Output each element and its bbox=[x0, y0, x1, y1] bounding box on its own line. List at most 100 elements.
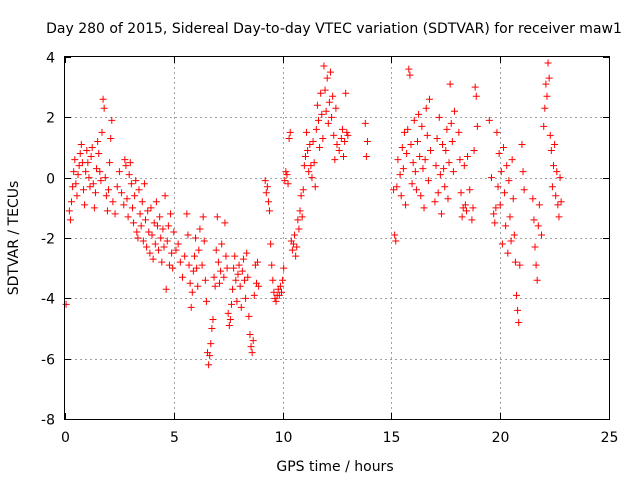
data-point bbox=[167, 210, 175, 218]
data-point bbox=[464, 153, 472, 161]
y-tick-label: 2 bbox=[46, 111, 55, 127]
data-point bbox=[289, 240, 297, 248]
data-point bbox=[404, 125, 412, 133]
data-point bbox=[421, 156, 429, 164]
data-point bbox=[146, 249, 154, 257]
data-point bbox=[391, 231, 399, 239]
data-point bbox=[217, 267, 225, 275]
data-point bbox=[86, 183, 94, 191]
data-point bbox=[150, 219, 158, 227]
data-point bbox=[510, 231, 518, 239]
data-point bbox=[432, 162, 440, 170]
data-point bbox=[405, 65, 413, 73]
data-point bbox=[460, 162, 468, 170]
data-point bbox=[503, 162, 511, 170]
data-point bbox=[270, 288, 278, 296]
data-point bbox=[249, 337, 257, 345]
data-point bbox=[186, 279, 194, 287]
data-point bbox=[87, 153, 95, 161]
data-point bbox=[311, 183, 319, 191]
data-point bbox=[198, 261, 206, 269]
data-point bbox=[101, 174, 109, 182]
data-point bbox=[278, 288, 286, 296]
data-point bbox=[236, 282, 244, 290]
data-point bbox=[538, 231, 546, 239]
data-point bbox=[208, 325, 216, 332]
data-point bbox=[233, 297, 241, 305]
data-point bbox=[153, 222, 161, 230]
data-point bbox=[501, 189, 509, 197]
data-point bbox=[457, 189, 465, 197]
data-point bbox=[402, 201, 410, 209]
data-point bbox=[134, 234, 142, 242]
data-point bbox=[155, 246, 163, 254]
data-point bbox=[494, 183, 502, 191]
x-tick-label: 15 bbox=[383, 430, 401, 446]
data-point bbox=[279, 276, 287, 284]
data-point bbox=[244, 273, 252, 281]
data-point bbox=[427, 147, 435, 155]
data-point bbox=[162, 285, 170, 293]
data-point bbox=[291, 231, 299, 239]
data-point bbox=[189, 267, 197, 275]
data-point bbox=[556, 174, 564, 182]
data-point bbox=[516, 261, 524, 269]
data-point bbox=[552, 192, 560, 200]
data-point bbox=[76, 150, 84, 158]
data-point bbox=[245, 312, 253, 320]
data-point bbox=[545, 74, 553, 82]
data-point bbox=[266, 207, 274, 215]
data-point bbox=[507, 237, 515, 245]
data-point bbox=[187, 303, 195, 311]
data-point bbox=[161, 192, 169, 200]
data-point bbox=[485, 116, 493, 124]
data-point bbox=[234, 270, 242, 278]
data-point bbox=[422, 104, 430, 112]
data-point bbox=[91, 189, 99, 197]
data-point bbox=[201, 276, 209, 284]
data-point bbox=[176, 258, 184, 266]
data-point bbox=[455, 128, 463, 136]
data-point bbox=[95, 150, 103, 158]
data-point bbox=[410, 116, 418, 124]
data-point bbox=[156, 213, 164, 221]
data-point bbox=[447, 119, 455, 127]
data-point bbox=[70, 168, 78, 176]
data-point bbox=[493, 128, 501, 136]
data-point bbox=[135, 186, 143, 194]
data-point bbox=[411, 168, 419, 176]
data-point bbox=[415, 110, 423, 118]
data-point bbox=[147, 204, 155, 212]
data-point bbox=[285, 134, 293, 142]
data-point bbox=[235, 261, 243, 269]
data-point bbox=[98, 128, 106, 136]
data-point bbox=[543, 92, 551, 100]
data-point bbox=[181, 252, 189, 260]
data-point bbox=[513, 291, 521, 299]
data-point bbox=[94, 137, 102, 145]
data-point bbox=[461, 201, 469, 209]
y-tick-label: 0 bbox=[46, 172, 55, 188]
data-point bbox=[548, 183, 556, 191]
data-point bbox=[170, 228, 178, 236]
data-point bbox=[515, 318, 523, 326]
data-point bbox=[473, 122, 481, 130]
data-point bbox=[330, 131, 338, 139]
data-point bbox=[66, 216, 74, 224]
data-point bbox=[113, 183, 121, 191]
data-point bbox=[363, 137, 371, 145]
data-point bbox=[84, 159, 92, 167]
data-point bbox=[75, 162, 83, 170]
x-tick-label: 10 bbox=[275, 430, 293, 446]
data-point bbox=[448, 137, 456, 145]
data-point bbox=[458, 213, 466, 221]
data-point bbox=[214, 258, 222, 266]
data-point bbox=[436, 171, 444, 179]
y-tick-label: -8 bbox=[41, 413, 55, 429]
data-point bbox=[518, 140, 526, 148]
data-point bbox=[123, 195, 131, 203]
data-point bbox=[506, 213, 514, 221]
data-point bbox=[550, 162, 558, 170]
y-tick-labels: -8 -6 -4 -2 0 2 4 bbox=[41, 51, 55, 429]
data-point bbox=[148, 231, 156, 239]
